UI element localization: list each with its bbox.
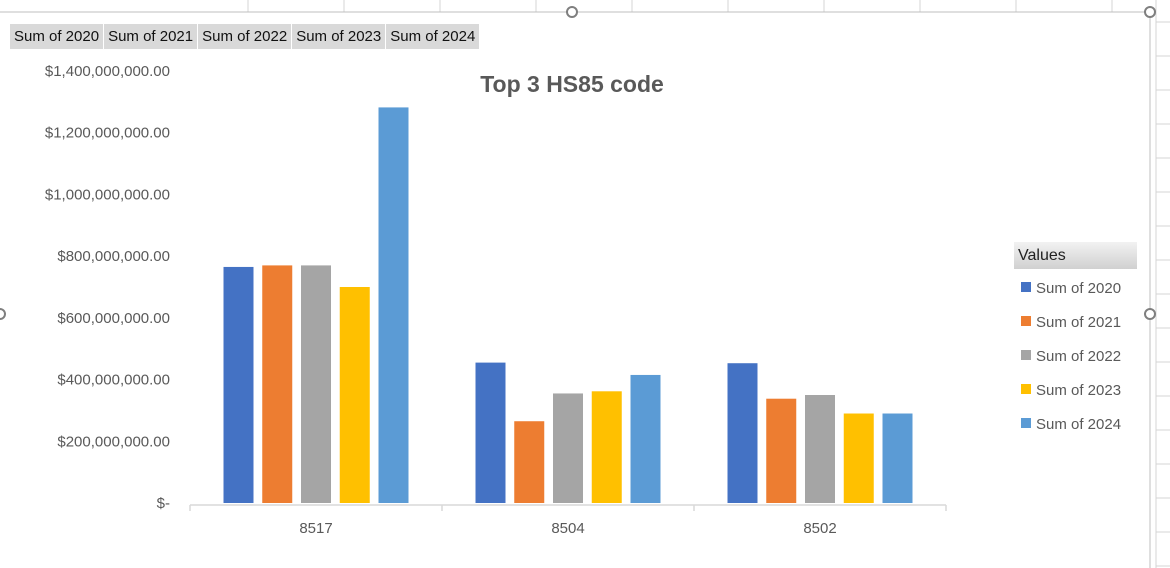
x-tick-label: 8517	[299, 520, 332, 537]
legend-swatch	[1021, 418, 1031, 428]
y-axis-labels: $- $200,000,000.00 $400,000,000.00 $600,000…	[45, 63, 170, 512]
y-tick-label: $-	[157, 495, 170, 512]
legend-label: Sum of 2024	[1036, 416, 1121, 433]
legend-items: Sum of 2020 Sum of 2021 Sum of 2022 Sum of …	[1021, 280, 1121, 433]
bars	[223, 107, 913, 503]
legend-title-button[interactable]: Values	[1014, 242, 1137, 269]
field-button-2020[interactable]: Sum of 2020	[10, 24, 105, 49]
bar[interactable]	[630, 374, 661, 503]
x-axis-labels: 8517 8504 8502	[299, 520, 836, 537]
bar[interactable]	[727, 363, 758, 503]
y-tick-label: $400,000,000.00	[57, 372, 170, 389]
field-button-2024[interactable]: Sum of 2024	[386, 24, 480, 49]
bar[interactable]	[301, 265, 331, 503]
legend-label: Sum of 2022	[1036, 348, 1121, 365]
bar[interactable]	[553, 393, 583, 503]
legend-swatch	[1021, 350, 1031, 360]
field-button-2021[interactable]: Sum of 2021	[104, 24, 199, 49]
bar[interactable]	[805, 395, 835, 503]
resize-handle-right[interactable]	[1144, 308, 1156, 320]
resize-handle-left[interactable]	[0, 308, 6, 320]
legend-label: Sum of 2023	[1036, 382, 1121, 399]
legend-swatch	[1021, 384, 1031, 394]
legend-label: Sum of 2020	[1036, 280, 1121, 297]
y-tick-label: $600,000,000.00	[57, 310, 170, 327]
bar[interactable]	[378, 107, 409, 503]
bar[interactable]	[223, 266, 254, 503]
field-button-2023[interactable]: Sum of 2023	[292, 24, 387, 49]
y-tick-label: $1,000,000,000.00	[45, 186, 170, 203]
x-tick-label: 8502	[803, 520, 836, 537]
legend-label: Sum of 2021	[1036, 314, 1121, 331]
legend-swatch	[1021, 316, 1031, 326]
resize-handle-top[interactable]	[566, 6, 578, 18]
bar[interactable]	[339, 287, 370, 503]
bar[interactable]	[262, 265, 293, 503]
x-tick-label: 8504	[551, 520, 584, 537]
y-tick-label: $800,000,000.00	[57, 248, 170, 265]
y-tick-label: $200,000,000.00	[57, 433, 170, 450]
bar[interactable]	[766, 398, 797, 503]
chart-title: Top 3 HS85 code	[480, 71, 664, 97]
resize-handle-top-right[interactable]	[1144, 6, 1156, 18]
bar[interactable]	[514, 421, 545, 503]
x-axis	[189, 504, 947, 511]
bar[interactable]	[591, 391, 622, 503]
bar[interactable]	[882, 413, 913, 503]
bar[interactable]	[843, 413, 874, 503]
field-button-2022[interactable]: Sum of 2022	[198, 24, 293, 49]
legend-swatch	[1021, 282, 1031, 292]
y-tick-label: $1,200,000,000.00	[45, 125, 170, 142]
y-tick-label: $1,400,000,000.00	[45, 63, 170, 80]
pivot-field-buttons: Sum of 2020 Sum of 2021 Sum of 2022 Sum …	[10, 24, 480, 49]
bar[interactable]	[475, 362, 506, 503]
